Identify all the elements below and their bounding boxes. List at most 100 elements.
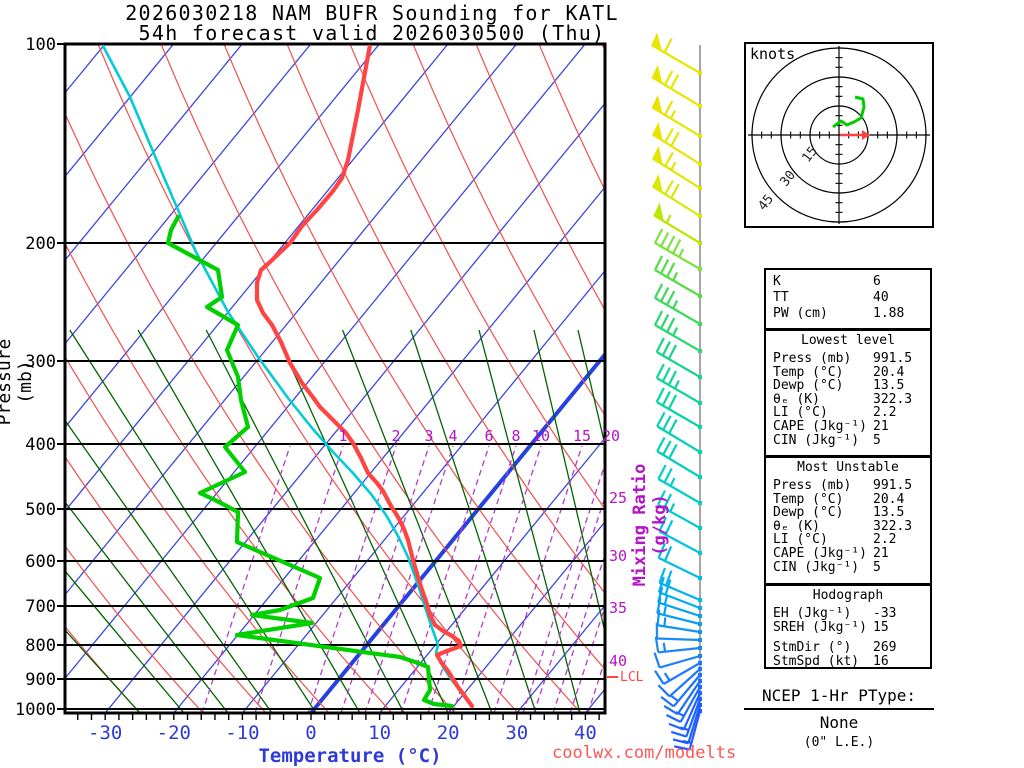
mu-row-0: Press (mb) 991.5 <box>766 479 930 493</box>
temperature-tick--10: -10 <box>225 722 260 744</box>
ptype-block: NCEP 1-Hr PType: None (0" L.E.) <box>744 686 934 750</box>
hodo-b-row-1: StmSpd (kt) 16 <box>766 655 930 669</box>
lowest-label-0: Press (mb) <box>773 351 852 366</box>
lowest-value-2: 13.5 <box>873 378 905 394</box>
wind-barb <box>658 516 702 555</box>
wind-barb <box>656 411 702 454</box>
index-label-1: TT <box>773 290 789 305</box>
watermark-link[interactable]: coolwx.com/modelts <box>552 743 737 763</box>
pressure-tick-500: 500 <box>25 500 56 520</box>
lowest-label-2: Dewp (°C) <box>773 378 844 394</box>
lowest-value-4: 2.2 <box>873 405 897 421</box>
wind-barb <box>656 436 702 479</box>
hodograph-border <box>744 42 934 228</box>
temperature-tick-0: 0 <box>305 722 317 744</box>
hodo-a-row-0: EH (Jkg⁻¹) -33 <box>766 607 930 621</box>
index-row-1: TT 40 <box>766 290 930 306</box>
lowest-row-3: θₑ (K) 322.3 <box>766 393 930 407</box>
mu-value-1: 20.4 <box>873 491 905 507</box>
lowest-value-0: 991.5 <box>873 351 913 366</box>
lowest-row-1: Temp (°C) 20.4 <box>766 364 930 380</box>
wind-barb <box>655 622 702 642</box>
isotherm-lines <box>66 45 604 712</box>
most-unstable-header: Most Unstable <box>797 460 899 475</box>
wind-barb <box>657 667 702 698</box>
mixing-label-4: 4 <box>448 427 458 445</box>
mu-label-6: CIN (Jkg⁻¹) <box>773 559 860 575</box>
mu-label-5: CAPE (Jkg⁻¹) <box>773 545 867 561</box>
dewpoint-curve <box>165 214 455 709</box>
page-title: 2026030218 NAM BUFR Sounding for KATL <box>125 1 619 25</box>
mixing-label-6: 6 <box>484 427 494 445</box>
lowest-level-rows: Press (mb) 991.5 Temp (°C) 20.4 Dewp (°C) 13.… <box>766 352 930 447</box>
hodo-b-value-1: 16 <box>873 653 889 669</box>
plot-border <box>63 42 607 715</box>
lowest-value-3: 322.3 <box>873 391 913 407</box>
lowest-row-5: CAPE (Jkg⁻¹) 21 <box>766 420 930 434</box>
hodo-b-value-0: 269 <box>873 640 897 656</box>
wind-barb <box>656 609 702 634</box>
mu-value-4: 2.2 <box>873 532 897 548</box>
ptype-note: (0" L.E.) <box>803 735 875 750</box>
lowest-label-6: CIN (Jkg⁻¹) <box>773 432 860 448</box>
mixing-label-20: 20 <box>601 427 621 445</box>
hodograph-ring-label: 30 <box>778 168 799 190</box>
index-value-2: 1.88 <box>873 306 905 321</box>
page-subtitle: 54h forecast valid 2026030500 (Thu) <box>138 21 606 45</box>
hodo-b-row-0: StmDir (°) 269 <box>766 641 930 655</box>
hodo-a-label-0: EH (Jkg⁻¹) <box>773 606 852 621</box>
wind-barb <box>653 202 702 245</box>
axis-ticks <box>57 43 600 720</box>
wind-barb <box>655 337 702 379</box>
lowest-level-header: Lowest level <box>801 333 895 348</box>
mixing-label-8: 8 <box>511 427 521 445</box>
temperature-tick-10: 10 <box>368 722 392 744</box>
wind-barb <box>657 542 702 580</box>
wind-barb <box>654 636 702 654</box>
pressure-tick-300: 300 <box>25 352 56 372</box>
mixing-label-10: 10 <box>531 427 551 445</box>
lowest-row-6: CIN (Jkg⁻¹) 5 <box>766 432 930 448</box>
index-value-1: 40 <box>873 290 889 305</box>
wind-barb <box>651 64 702 108</box>
lowest-value-5: 21 <box>873 418 889 434</box>
wind-barb <box>653 255 702 298</box>
temperature-axis-label: Temperature (°C) <box>258 745 442 767</box>
index-label-0: K <box>773 274 781 289</box>
wind-barb <box>670 697 702 738</box>
hodograph-trace <box>832 95 866 129</box>
wind-barb <box>653 310 702 353</box>
hodo-a-value-1: 15 <box>873 619 889 635</box>
mu-row-2: Dewp (°C) 13.5 <box>766 506 930 520</box>
index-row-2: PW (cm) 1.88 <box>766 306 930 322</box>
most-unstable-table: Most Unstable Press (mb) 991.5 Temp (°C) 20… <box>764 456 932 585</box>
mu-label-4: LI (°C) <box>773 532 828 548</box>
lowest-label-4: LI (°C) <box>773 405 828 421</box>
lowest-label-5: CAPE (Jkg⁻¹) <box>773 418 867 434</box>
mu-label-3: θₑ (K) <box>773 518 820 534</box>
pressure-tick-100: 100 <box>25 35 56 55</box>
temperature-curve <box>254 45 475 709</box>
mu-label-0: Press (mb) <box>773 478 852 493</box>
temperature-tick-20: 20 <box>436 722 460 744</box>
mixing-label-2: 2 <box>391 427 401 445</box>
hodograph-table: Hodograph EH (Jkg⁻¹) -33 SREH (Jkg⁻¹) 15 Stm… <box>764 584 932 669</box>
wind-barb-column <box>650 32 702 751</box>
pressure-tick-600: 600 <box>25 552 56 572</box>
wind-barb <box>658 567 702 602</box>
mixing-label-1: 1 <box>338 427 348 445</box>
mu-value-2: 13.5 <box>873 505 905 521</box>
lowest-label-1: Temp (°C) <box>773 364 844 380</box>
lowest-value-6: 5 <box>873 432 881 448</box>
hodograph-table-rows: EH (Jkg⁻¹) -33 SREH (Jkg⁻¹) 15 StmDir (°) 269… <box>766 607 930 668</box>
temperature-tick--20: -20 <box>156 722 191 744</box>
wind-barb <box>660 673 702 708</box>
mu-value-6: 5 <box>873 559 881 575</box>
lowest-level-table: Lowest level Press (mb) 991.5 Temp (°C) 20.… <box>764 329 932 457</box>
mu-value-0: 991.5 <box>873 478 913 493</box>
lowest-row-2: Dewp (°C) 13.5 <box>766 379 930 393</box>
pressure-tick-700: 700 <box>25 597 56 617</box>
